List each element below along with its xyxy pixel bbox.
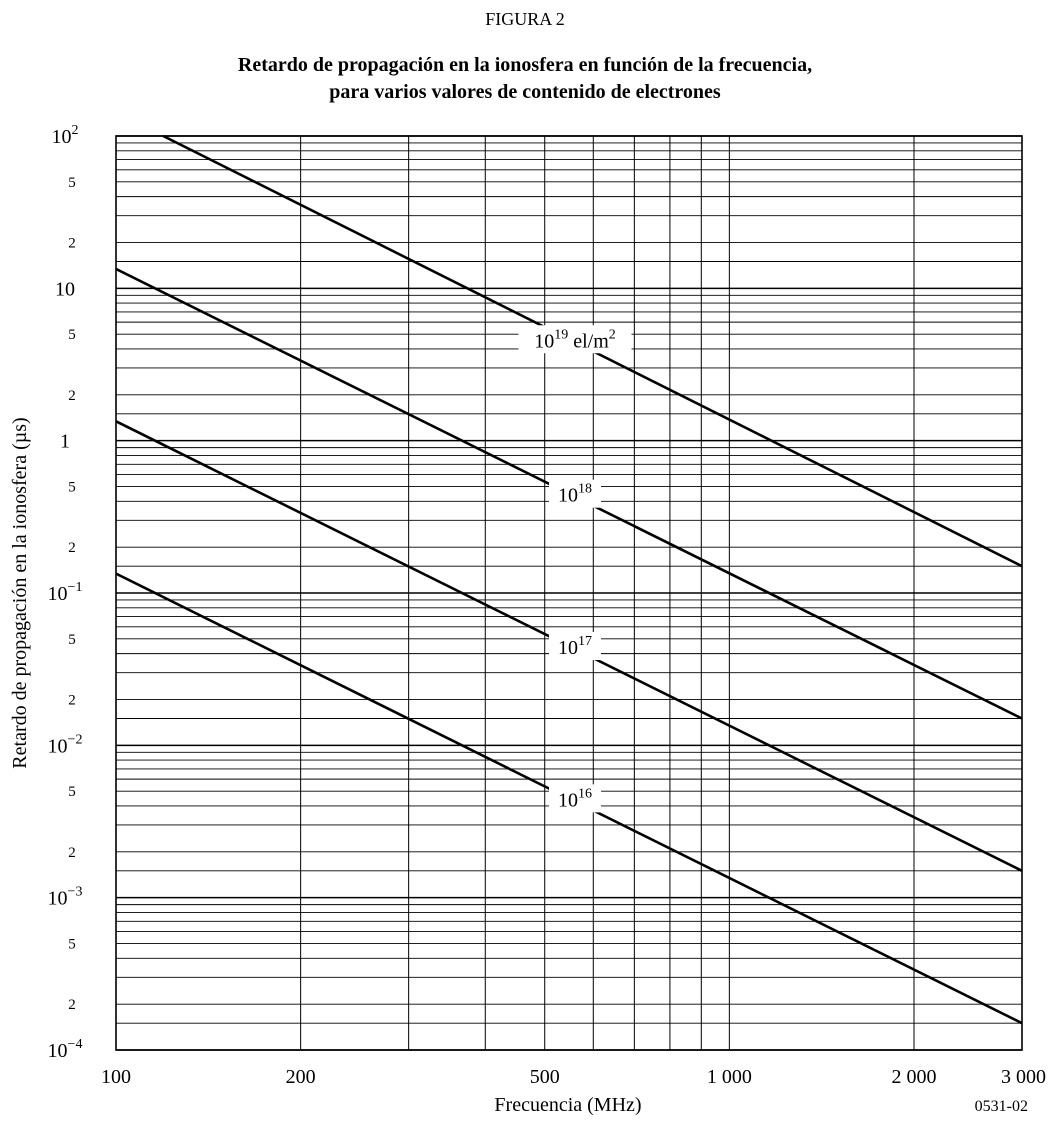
x-tick-label: 1 000 — [707, 1066, 752, 1088]
series-labels: 1019 el/m2 1018 1017 1016 — [518, 325, 632, 813]
y-tick-label: 5 — [68, 784, 76, 800]
figure-label: FIGURA 2 — [485, 9, 565, 29]
series-label: 1017 — [558, 634, 592, 659]
y-tick-label: 102 — [52, 123, 79, 148]
x-tick-label: 100 — [101, 1066, 131, 1088]
y-tick-label: 2 — [68, 388, 76, 404]
y-tick-label: 10 — [55, 278, 75, 300]
x-tick-label: 3 000 — [1001, 1066, 1046, 1088]
series-lines — [115, 134, 1023, 1025]
y-tick-label: 1 — [60, 431, 70, 453]
series-label: 1018 — [558, 482, 592, 507]
series-label: 1019 el/m2 — [534, 327, 616, 352]
series-label-background — [549, 632, 601, 661]
y-tick-label: 2 — [68, 845, 76, 861]
x-tick-labels: 100 200 500 1 000 2 000 3 000 — [101, 1066, 1046, 1088]
y-tick-label: 2 — [68, 235, 76, 251]
series-label-background — [549, 479, 601, 508]
y-axis-label: Retardo de propagación en la ionosfera (… — [9, 417, 31, 768]
y-tick-label: 10−1 — [48, 580, 83, 605]
x-axis-label: Frecuencia (MHz) — [494, 1094, 641, 1116]
y-tick-label: 2 — [68, 997, 76, 1013]
y-tick-label: 5 — [68, 175, 76, 191]
plot-frame — [115, 135, 1023, 1051]
x-tick-label: 200 — [286, 1066, 316, 1088]
y-tick-label: 5 — [68, 480, 76, 496]
y-tick-label: 2 — [68, 692, 76, 708]
x-tick-label: 500 — [530, 1066, 560, 1088]
y-tick-label: 5 — [68, 937, 76, 953]
y-tick-label: 5 — [68, 327, 76, 343]
y-tick-label: 5 — [68, 632, 76, 648]
grid — [115, 135, 1023, 1051]
chart-subtitle: para varios valores de contenido de elec… — [329, 81, 721, 103]
series-label-background — [518, 325, 632, 354]
series-label: 1016 — [558, 786, 592, 811]
y-tick-labels: 102 5 2 10 5 2 1 5 2 10−1 5 2 10−2 5 2 10−3 5 2 10−4 — [48, 123, 83, 1062]
chart-title: Retardo de propagación en la ionosfera e… — [238, 54, 812, 76]
figure-code: 0531-02 — [975, 1098, 1028, 1115]
x-tick-label: 2 000 — [891, 1066, 936, 1088]
y-tick-label: 10−3 — [48, 885, 83, 910]
y-tick-label: 10−2 — [48, 732, 83, 757]
series-label-background — [549, 784, 601, 813]
y-tick-label: 2 — [68, 540, 76, 556]
y-tick-label: 10−4 — [48, 1037, 83, 1062]
